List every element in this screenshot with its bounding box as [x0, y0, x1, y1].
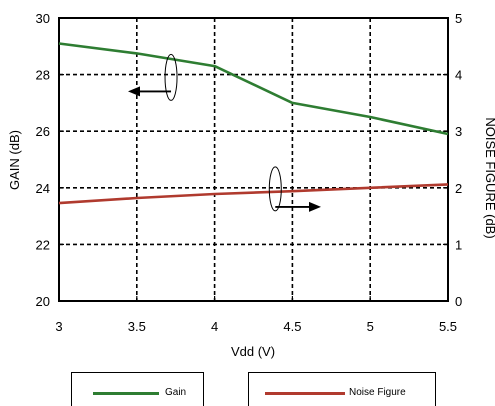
x-tick-label: 5	[367, 319, 374, 334]
legend-item-gain: Gain	[71, 372, 204, 406]
y-left-tick-label: 22	[36, 237, 50, 252]
y-right-tick-label: 4	[455, 68, 462, 83]
y-left-tick-label: 20	[36, 294, 50, 309]
y-axis-right-title: NOISE FIGURE (dB)	[483, 117, 495, 238]
legend-label-gain: Gain	[165, 387, 187, 398]
y-right-tick-label: 3	[455, 124, 462, 139]
y-left-tick-label: 28	[36, 68, 50, 83]
y-right-tick-label: 5	[455, 11, 462, 26]
right-arrow-icon	[309, 201, 321, 212]
left-arrow-icon	[128, 86, 140, 97]
plot-frame	[58, 17, 449, 302]
x-axis-title: Vdd (V)	[231, 344, 275, 359]
legend-label-noise-figure: Noise Figure	[349, 387, 406, 398]
y-left-tick-label: 30	[36, 11, 50, 26]
y-right-tick-label: 2	[455, 181, 462, 196]
x-tick-label: 3	[55, 319, 62, 334]
series-line-gain	[58, 42, 449, 136]
axis-annotations	[128, 53, 321, 212]
x-tick-label: 4.5	[283, 319, 301, 334]
grid	[59, 18, 448, 301]
series-layer	[58, 42, 449, 205]
series-line-noise-figure	[58, 183, 449, 205]
legend-item-noise-figure: Noise Figure	[248, 372, 436, 406]
x-tick-label: 5.5	[439, 319, 457, 334]
x-tick-label: 4	[211, 319, 218, 334]
y-right-tick-label: 0	[455, 294, 462, 309]
y-axis-left-title: GAIN (dB)	[7, 130, 22, 190]
legend-swatch-gain	[93, 392, 159, 395]
y-right-tick-label: 1	[455, 237, 462, 252]
y-left-tick-label: 24	[36, 181, 50, 196]
x-tick-label: 3.5	[128, 319, 146, 334]
tick-labels: 3 3.5 4 4.5 5 5.5 20 22 24 26 28 30 0 1 2 3 4 5	[36, 11, 463, 334]
noise-axis-marker	[268, 166, 282, 212]
gain-axis-marker	[164, 53, 178, 101]
legend-swatch-noise-figure	[265, 392, 345, 395]
y-left-tick-label: 26	[36, 124, 50, 139]
